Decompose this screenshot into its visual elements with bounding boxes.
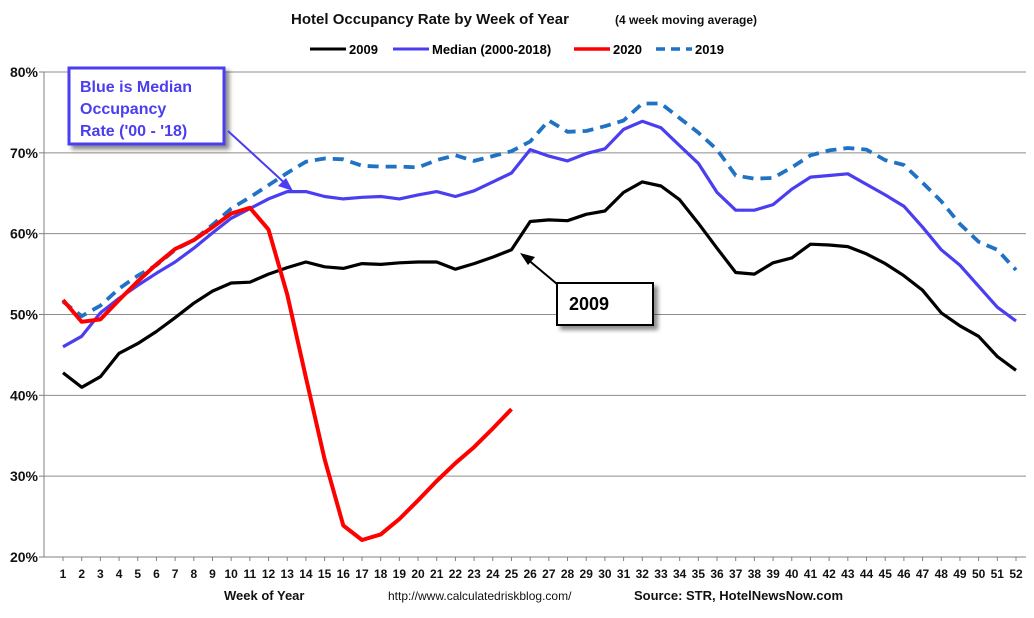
annotation-median-line-2: Occupancy bbox=[80, 101, 166, 118]
x-tick-label-49: 49 bbox=[953, 567, 967, 581]
x-tick-label-13: 13 bbox=[281, 567, 295, 581]
x-tick-label-7: 7 bbox=[172, 567, 179, 581]
legend: 2009 Median (2000-2018) 2020 2019 bbox=[310, 42, 724, 57]
annotation-median-arrow bbox=[227, 130, 290, 188]
x-tick-label-31: 31 bbox=[617, 567, 631, 581]
x-tick-label-10: 10 bbox=[224, 567, 238, 581]
x-tick-label-51: 51 bbox=[991, 567, 1005, 581]
x-tick-label-42: 42 bbox=[822, 567, 836, 581]
x-tick-label-20: 20 bbox=[411, 567, 425, 581]
x-tick-label-17: 17 bbox=[355, 567, 369, 581]
series-line-median-2000-2018 bbox=[62, 119, 1017, 349]
x-tick-label-6: 6 bbox=[153, 567, 160, 581]
x-tick-label-32: 32 bbox=[636, 567, 650, 581]
x-tick-label-5: 5 bbox=[134, 567, 141, 581]
x-tick-label-44: 44 bbox=[860, 567, 874, 581]
x-tick-label-1: 1 bbox=[60, 567, 67, 581]
annotation-2009-arrowhead bbox=[520, 253, 535, 265]
x-tick-label-41: 41 bbox=[804, 567, 818, 581]
x-tick-label-24: 24 bbox=[486, 567, 500, 581]
x-tick-label-3: 3 bbox=[97, 567, 104, 581]
y-tick-label-40: 40% bbox=[10, 387, 39, 403]
series-lines bbox=[61, 101, 1018, 542]
annotation-2009-box bbox=[556, 282, 654, 326]
x-tick-label-18: 18 bbox=[374, 567, 388, 581]
series-line-2020 bbox=[61, 205, 513, 542]
x-tick-label-38: 38 bbox=[748, 567, 762, 581]
x-tick-label-30: 30 bbox=[598, 567, 612, 581]
x-tick-label-27: 27 bbox=[542, 567, 556, 581]
y-tick-label-60: 60% bbox=[10, 226, 39, 242]
x-tick-label-52: 52 bbox=[1009, 567, 1023, 581]
x-tick-label-48: 48 bbox=[935, 567, 949, 581]
legend-item-2009: 2009 bbox=[310, 42, 378, 57]
footer-url: http://www.calculatedriskblog.com/ bbox=[388, 589, 572, 603]
legend-item-median: Median (2000-2018) bbox=[393, 42, 551, 57]
y-tick-label-70: 70% bbox=[10, 145, 39, 161]
y-tick-label-80: 80% bbox=[10, 64, 39, 80]
x-tick-label-39: 39 bbox=[766, 567, 780, 581]
x-tick-label-11: 11 bbox=[244, 567, 257, 581]
chart-title: Hotel Occupancy Rate by Week of Year bbox=[291, 11, 569, 28]
x-tick-label-15: 15 bbox=[318, 567, 332, 581]
chart-subtitle: (4 week moving average) bbox=[615, 13, 757, 27]
x-tick-label-14: 14 bbox=[299, 567, 313, 581]
footer-source: Source: STR, HotelNewsNow.com bbox=[634, 588, 843, 603]
legend-label-median: Median (2000-2018) bbox=[432, 42, 551, 57]
x-tick-label-50: 50 bbox=[972, 567, 986, 581]
y-axis-ticks: 20% 30% 40% 50% 60% 70% 80% bbox=[10, 64, 44, 565]
x-tick-label-12: 12 bbox=[262, 567, 276, 581]
x-axis-label: Week of Year bbox=[224, 588, 304, 603]
x-tick-label-26: 26 bbox=[523, 567, 537, 581]
annotation-median-box bbox=[67, 66, 226, 146]
x-tick-label-43: 43 bbox=[841, 567, 855, 581]
x-axis-ticks: 1 2 3 4 5 6 7 8 9 10 11 12 13 14 15 16 17 18 19 20 21 22 23 24 2… bbox=[60, 557, 1023, 581]
annotation-median-line-3: Rate ('00 - '18) bbox=[80, 123, 187, 140]
x-tick-label-46: 46 bbox=[897, 567, 911, 581]
x-tick-label-45: 45 bbox=[879, 567, 893, 581]
legend-label-2020: 2020 bbox=[613, 42, 642, 57]
x-tick-label-29: 29 bbox=[580, 567, 594, 581]
legend-label-2009: 2009 bbox=[349, 42, 378, 57]
x-tick-label-35: 35 bbox=[692, 567, 706, 581]
x-tick-label-47: 47 bbox=[916, 567, 930, 581]
x-tick-label-2: 2 bbox=[78, 567, 85, 581]
annotation-2009-arrow bbox=[525, 257, 558, 285]
y-tick-label-30: 30% bbox=[10, 468, 39, 484]
legend-label-2019: 2019 bbox=[695, 42, 724, 57]
x-tick-label-37: 37 bbox=[729, 567, 743, 581]
x-tick-label-19: 19 bbox=[393, 567, 407, 581]
x-tick-label-16: 16 bbox=[337, 567, 351, 581]
series-line-2019 bbox=[61, 101, 1018, 318]
annotation-median-line-1: Blue is Median bbox=[80, 79, 192, 96]
y-tick-label-50: 50% bbox=[10, 307, 39, 323]
x-tick-label-4: 4 bbox=[116, 567, 123, 581]
x-tick-label-25: 25 bbox=[505, 567, 519, 581]
y-tick-label-20: 20% bbox=[10, 549, 39, 565]
x-tick-label-36: 36 bbox=[710, 567, 724, 581]
x-tick-label-8: 8 bbox=[190, 567, 197, 581]
annotation-median: Blue is Median Occupancy Rate ('00 - '18… bbox=[67, 66, 293, 191]
annotation-2009-label: 2009 bbox=[569, 294, 609, 314]
x-tick-label-33: 33 bbox=[654, 567, 668, 581]
x-tick-label-22: 22 bbox=[449, 567, 463, 581]
annotation-2009: 2009 bbox=[520, 253, 654, 326]
legend-item-2019: 2019 bbox=[656, 42, 724, 57]
x-tick-label-21: 21 bbox=[430, 567, 444, 581]
x-tick-label-9: 9 bbox=[209, 567, 216, 581]
series-line-2009 bbox=[62, 180, 1017, 389]
x-tick-label-34: 34 bbox=[673, 567, 687, 581]
annotation-median-arrowhead bbox=[278, 178, 293, 191]
x-tick-label-23: 23 bbox=[467, 567, 481, 581]
legend-item-2020: 2020 bbox=[574, 42, 642, 57]
x-tick-label-40: 40 bbox=[785, 567, 799, 581]
x-tick-label-28: 28 bbox=[561, 567, 575, 581]
